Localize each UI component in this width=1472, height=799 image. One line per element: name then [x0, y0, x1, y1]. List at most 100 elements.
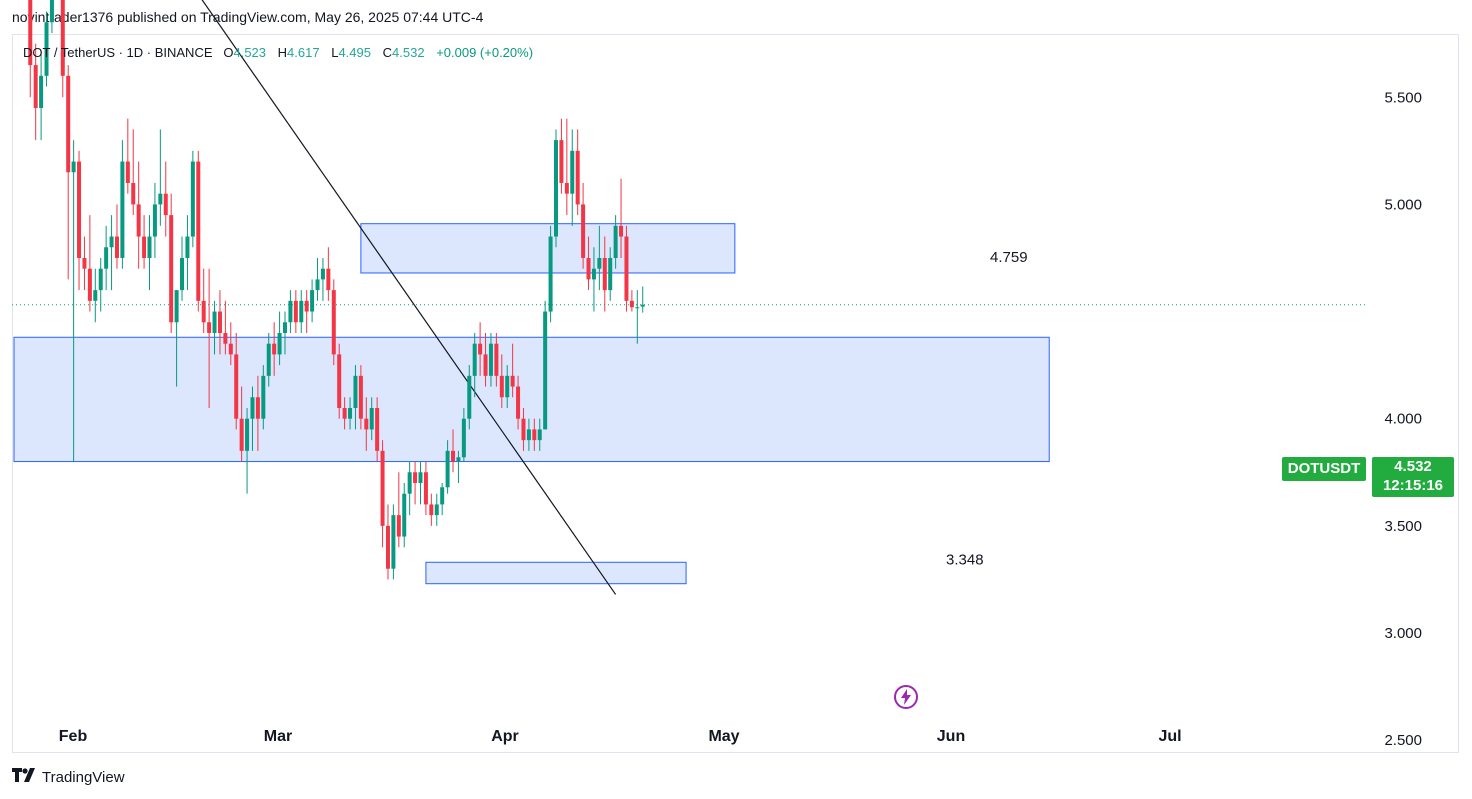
candle [494, 332, 499, 387]
candle [532, 418, 537, 451]
change-value: +0.009 (+0.20%) [436, 45, 534, 60]
candle-body [456, 457, 461, 462]
candle [326, 247, 331, 301]
candle [472, 332, 477, 398]
candle-body [109, 236, 114, 248]
candle-body [98, 268, 103, 291]
candle-body [212, 311, 217, 333]
candle-body [304, 300, 309, 312]
candle [125, 118, 130, 194]
candle-body [640, 304, 645, 307]
candle-body [353, 375, 358, 408]
candle [212, 300, 217, 355]
candle-body [385, 525, 390, 569]
candle-body [358, 375, 363, 419]
candle [207, 268, 212, 408]
symbol-legend: DOT / TetherUS · 1D · BINANCE O4.523 H4.… [23, 45, 533, 60]
candle-body [104, 247, 109, 269]
candle [434, 493, 439, 526]
candle [28, 0, 33, 98]
y-tick-label: 3.000 [1384, 625, 1422, 642]
candle [488, 332, 493, 387]
candle [304, 290, 309, 333]
lightning-icon[interactable] [894, 685, 918, 709]
candle-body [402, 493, 407, 537]
candle-body [174, 290, 179, 323]
candle-body [163, 193, 168, 216]
candle-body [223, 332, 228, 344]
candle-body [581, 204, 586, 258]
candle [429, 493, 434, 526]
candle-body [315, 279, 320, 291]
footer-brand[interactable]: TradingView [12, 768, 125, 787]
candle [624, 225, 629, 312]
candle-body [554, 140, 558, 237]
candle [380, 440, 385, 548]
candle-body [207, 322, 212, 333]
low-label: L [331, 45, 339, 60]
candle [467, 365, 472, 430]
candle-body [559, 140, 564, 183]
candle [619, 178, 624, 258]
candle-body [375, 407, 380, 451]
trendline-layer [201, 0, 617, 595]
candle [602, 236, 607, 312]
candle [407, 461, 412, 516]
price-badge: 4.532 12:15:16 [1372, 457, 1454, 497]
candle [320, 257, 325, 301]
candle [87, 215, 92, 312]
candle-body [537, 429, 542, 441]
candle [456, 450, 461, 483]
candle [261, 365, 266, 430]
candle [255, 375, 260, 451]
candle [104, 225, 109, 291]
candle-body [413, 472, 418, 483]
candle [310, 279, 315, 323]
candle-body [261, 375, 266, 419]
candle [413, 461, 418, 505]
upper-zone [360, 223, 736, 274]
candle-body [250, 397, 255, 419]
x-tick-label: Feb [59, 728, 88, 745]
candle-body [28, 0, 33, 66]
symbol-badge: DOTUSDT [1282, 457, 1366, 481]
candle [440, 482, 445, 516]
candle-body [521, 418, 526, 441]
candle-body [299, 300, 304, 323]
candle [396, 472, 401, 548]
candle [478, 322, 483, 376]
candle-body [342, 407, 347, 419]
candle-body [239, 418, 244, 451]
candle [239, 386, 244, 462]
candle-body [49, 0, 54, 23]
candle [39, 54, 44, 141]
last-price-value: 4.532 [1394, 458, 1432, 475]
candle-body [120, 161, 125, 258]
candle [272, 322, 277, 376]
candle [564, 118, 569, 216]
candle-body [391, 515, 396, 569]
candle [342, 397, 347, 430]
chart-frame [12, 34, 1459, 753]
candle-body [87, 268, 92, 301]
candle [526, 418, 531, 451]
symbol-description: DOT / TetherUS · 1D · BINANCE [23, 45, 213, 60]
candle-body [185, 236, 190, 258]
candle [299, 290, 304, 333]
lower-zone [425, 561, 687, 585]
candle-body [505, 375, 510, 398]
candle [142, 215, 147, 269]
candle [158, 129, 163, 226]
candle [33, 43, 38, 141]
candle [147, 215, 152, 291]
candle-body [364, 418, 369, 430]
candle-body [114, 236, 119, 258]
candle [315, 257, 320, 301]
candle [190, 150, 195, 248]
candle [44, 11, 49, 87]
candle-body [196, 161, 201, 301]
candle-body [380, 450, 385, 526]
candle-body [39, 75, 44, 108]
candle-body [586, 257, 591, 280]
